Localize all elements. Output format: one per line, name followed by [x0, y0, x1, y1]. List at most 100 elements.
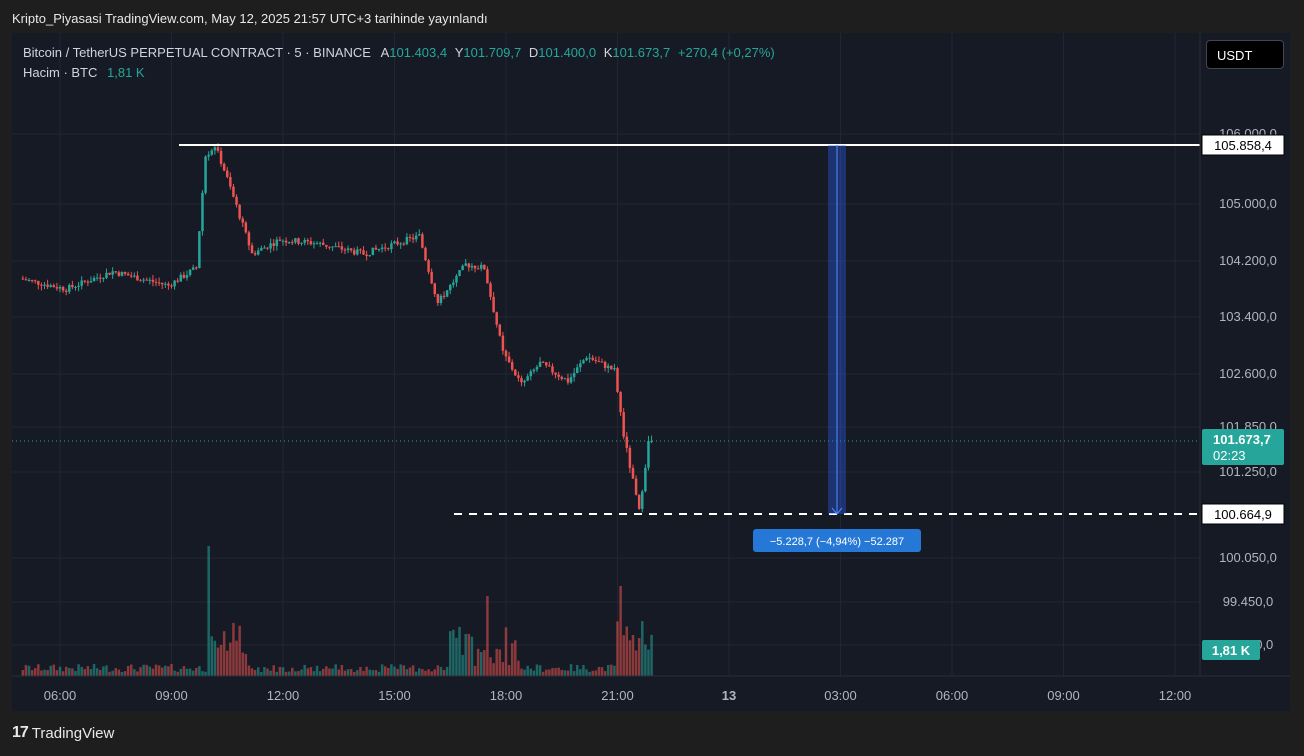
candle-body — [442, 295, 446, 297]
chart-panel[interactable]: −5.228,7 (−4,94%) −52.287 106.000,0 105.0… — [12, 33, 1290, 711]
volume-bar — [207, 546, 210, 676]
candle-body — [557, 374, 560, 377]
volume-bar — [591, 670, 594, 676]
volume-bar — [123, 671, 127, 676]
volume-bar — [312, 671, 316, 676]
volume-bar — [569, 664, 573, 676]
candle-body — [24, 279, 28, 281]
candle-body — [473, 265, 477, 269]
candle-body — [579, 363, 582, 368]
candle-body — [325, 244, 328, 247]
candle-body — [120, 272, 124, 276]
volume-bar — [114, 668, 117, 676]
volume-bar — [145, 664, 148, 676]
volume-bar — [551, 668, 554, 676]
y-tick-label: 105.000,0 — [1219, 196, 1277, 211]
tradingview-brand[interactable]: TradingView — [31, 724, 115, 742]
candle-body — [89, 281, 93, 283]
candle-body — [637, 494, 641, 509]
volume-bar — [387, 667, 390, 676]
volume-bar — [68, 668, 71, 676]
volume-bar — [362, 670, 365, 676]
candle-body — [507, 356, 511, 363]
candle-body — [148, 279, 152, 281]
volume-bar — [616, 621, 619, 676]
volume-bar — [142, 664, 145, 676]
volume-bar — [74, 670, 77, 676]
price-chart[interactable]: −5.228,7 (−4,94%) −52.287 106.000,0105.0… — [12, 33, 1290, 711]
volume-bar — [365, 666, 368, 676]
candle-body — [256, 250, 260, 255]
candle-body — [470, 265, 474, 268]
candle-body — [622, 412, 625, 437]
volume-bar — [291, 667, 294, 676]
volume-bar — [377, 671, 381, 676]
volume-bar — [356, 670, 359, 676]
candle-body — [219, 150, 223, 164]
currency-button[interactable]: USDT — [1206, 40, 1284, 69]
volume-bar — [27, 665, 31, 676]
candle-body — [606, 365, 610, 369]
x-tick-label: 18:00 — [490, 688, 523, 703]
candle-body — [458, 270, 461, 276]
candle-body — [278, 239, 282, 241]
y-tick-label: 99.450,0 — [1223, 594, 1274, 609]
volume-bar — [504, 627, 508, 676]
candle-body — [566, 378, 570, 383]
volume-bar — [603, 671, 607, 676]
candle-body — [504, 350, 508, 357]
volume-bar — [442, 670, 446, 676]
volume-bar — [439, 666, 443, 676]
volume-bar — [49, 665, 52, 676]
volume-bar — [55, 670, 59, 676]
candle-body — [421, 234, 424, 248]
candle-body — [523, 380, 526, 383]
candle-body — [374, 247, 378, 250]
volume-bar — [458, 626, 461, 676]
candle-body — [123, 272, 127, 274]
volume-bar — [399, 664, 402, 676]
volume-bar — [126, 665, 130, 676]
volume-bar — [346, 669, 350, 676]
volume-bar — [349, 668, 353, 676]
candle-body — [61, 286, 65, 291]
candle-body — [427, 260, 430, 272]
volume-label[interactable]: Hacim · BTC — [23, 65, 98, 80]
candle-body — [594, 359, 598, 362]
candle-body — [569, 377, 573, 383]
volume-bar — [148, 666, 152, 676]
volume-bar — [634, 650, 638, 676]
volume-bar — [514, 640, 517, 676]
candles — [21, 143, 653, 513]
candle-body — [139, 280, 142, 282]
volume-bar — [154, 664, 158, 676]
candle-body — [229, 177, 232, 187]
volume-bar — [625, 626, 629, 676]
volume-bar — [247, 665, 251, 676]
candle-body — [439, 295, 443, 303]
volume-bar — [582, 665, 585, 676]
volume-bar — [411, 665, 415, 676]
resistance-price-label-box — [1201, 134, 1285, 156]
candle-body — [529, 371, 533, 377]
candle-body — [250, 245, 254, 254]
volume-bar — [572, 671, 576, 676]
volume-bar — [396, 668, 399, 676]
candle-body — [455, 275, 458, 283]
volume-bar — [133, 669, 136, 676]
candle-body — [588, 357, 591, 359]
volume-bar — [325, 666, 328, 676]
volume-bar — [198, 666, 201, 676]
volume-bar — [479, 651, 483, 676]
symbol-name[interactable]: Bitcoin / TetherUS PERPETUAL CONTRACT · … — [23, 45, 371, 60]
volume-bar — [455, 637, 458, 676]
x-tick-label: 09:00 — [155, 688, 188, 703]
candle-body — [356, 249, 359, 255]
candle-body — [315, 243, 319, 245]
candle-body — [613, 368, 616, 370]
candle-body — [226, 170, 229, 178]
volume-bar — [164, 665, 167, 676]
x-tick-label: 12:00 — [1159, 688, 1192, 703]
measure-label: −5.228,7 (−4,94%) −52.287 — [770, 536, 904, 548]
x-tick-label: 06:00 — [44, 688, 77, 703]
